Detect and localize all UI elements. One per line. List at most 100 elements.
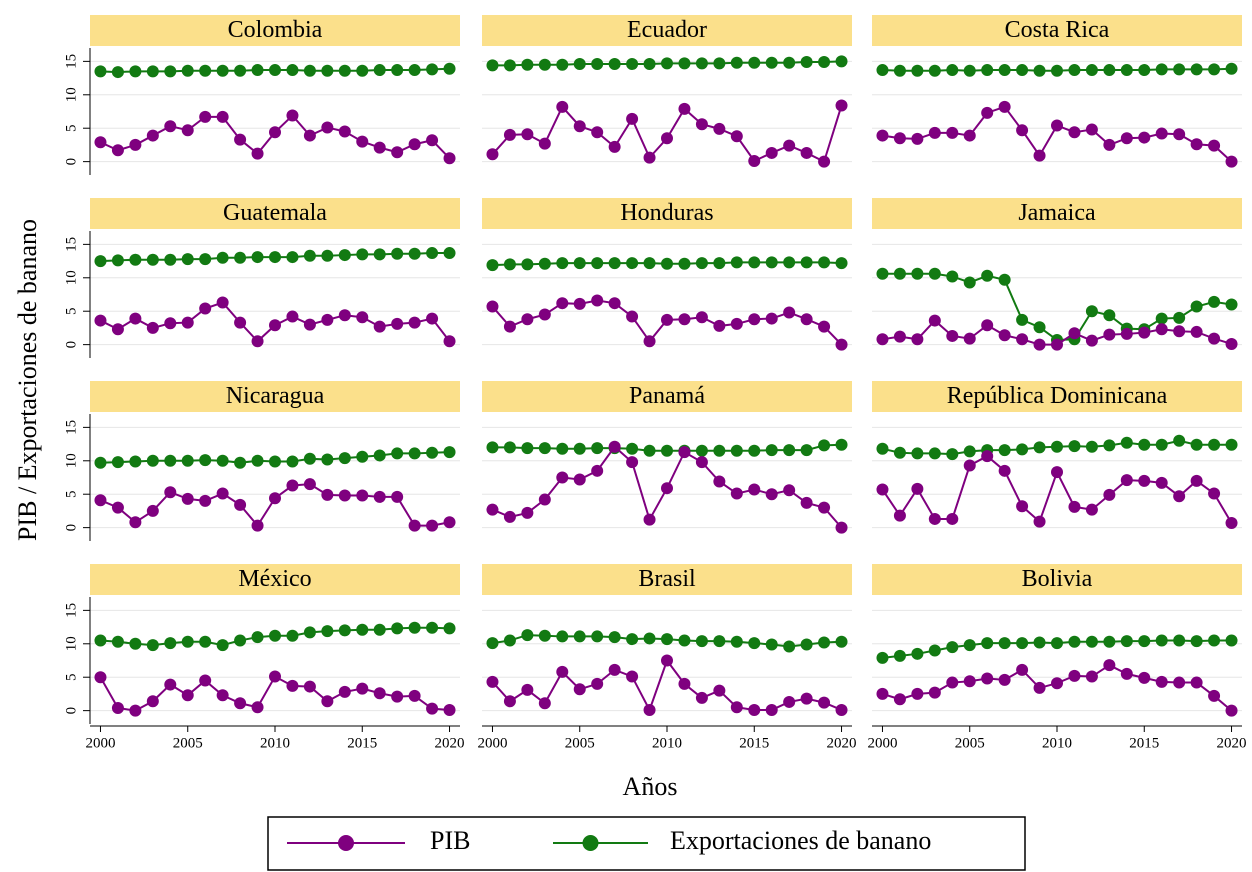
point xyxy=(1120,327,1133,340)
point xyxy=(443,62,456,75)
y-tick-label: 10 xyxy=(63,87,79,102)
point xyxy=(783,444,796,457)
point xyxy=(164,65,177,78)
point xyxy=(443,247,456,260)
point xyxy=(356,450,369,463)
point xyxy=(111,323,124,336)
point xyxy=(661,57,673,70)
point xyxy=(765,146,778,159)
point xyxy=(373,320,386,333)
point xyxy=(1016,443,1029,456)
point xyxy=(963,129,976,142)
point xyxy=(286,310,299,323)
point xyxy=(1085,305,1098,318)
point xyxy=(391,690,404,703)
point xyxy=(1225,516,1238,529)
point xyxy=(678,57,691,70)
point xyxy=(234,498,247,511)
point xyxy=(928,447,941,460)
point xyxy=(765,256,778,269)
point xyxy=(146,253,159,266)
point xyxy=(538,58,551,71)
point xyxy=(1103,659,1116,672)
strip xyxy=(90,381,460,412)
point xyxy=(234,64,247,77)
point xyxy=(1155,127,1168,140)
point xyxy=(1085,635,1098,648)
point xyxy=(426,63,439,76)
point xyxy=(626,633,639,646)
point xyxy=(626,442,639,455)
point xyxy=(713,684,726,697)
point xyxy=(783,56,796,69)
point xyxy=(286,679,299,692)
point xyxy=(1138,326,1151,339)
point xyxy=(573,683,586,696)
point xyxy=(800,56,813,69)
point xyxy=(356,135,369,148)
point xyxy=(1033,441,1046,454)
point xyxy=(181,635,194,648)
point xyxy=(556,257,569,270)
point xyxy=(876,483,889,496)
point xyxy=(748,256,761,269)
point xyxy=(1190,325,1203,338)
point xyxy=(876,129,889,142)
point xyxy=(1173,325,1186,338)
point xyxy=(129,637,142,650)
point xyxy=(1155,438,1168,451)
point xyxy=(876,442,889,455)
point xyxy=(1155,476,1168,489)
point xyxy=(963,459,976,472)
point xyxy=(695,635,708,648)
strip xyxy=(482,15,852,46)
strip xyxy=(872,15,1242,46)
point xyxy=(111,144,124,157)
point xyxy=(408,447,421,460)
point xyxy=(199,253,212,266)
panel-title: Panamá xyxy=(629,383,705,409)
point xyxy=(695,444,708,457)
point xyxy=(111,501,124,514)
point xyxy=(426,446,439,459)
point xyxy=(713,57,726,70)
point xyxy=(486,503,499,516)
point xyxy=(928,644,941,657)
point xyxy=(835,99,848,112)
point xyxy=(981,450,994,463)
point xyxy=(269,629,281,642)
point xyxy=(356,623,369,636)
point xyxy=(1120,667,1133,680)
point xyxy=(321,64,334,77)
point xyxy=(234,456,247,469)
point xyxy=(486,637,499,650)
point xyxy=(695,691,708,704)
point xyxy=(199,64,212,77)
point xyxy=(818,439,831,452)
point xyxy=(1016,637,1029,650)
point xyxy=(1208,634,1221,647)
point xyxy=(783,695,796,708)
point xyxy=(1138,131,1151,144)
point xyxy=(713,635,726,648)
point xyxy=(748,637,761,650)
point xyxy=(338,685,351,698)
point xyxy=(556,665,569,678)
strip xyxy=(90,198,460,229)
point xyxy=(765,444,778,457)
point xyxy=(269,319,281,332)
y-tick-label: 10 xyxy=(63,636,79,651)
point xyxy=(321,121,334,134)
point xyxy=(321,249,334,262)
point xyxy=(1103,309,1116,322)
point xyxy=(643,513,656,526)
point xyxy=(591,442,604,455)
point xyxy=(129,516,142,529)
point xyxy=(426,519,439,532)
point xyxy=(765,488,778,501)
point xyxy=(1016,663,1029,676)
point xyxy=(981,106,994,119)
point xyxy=(835,703,848,716)
point xyxy=(1225,634,1238,647)
